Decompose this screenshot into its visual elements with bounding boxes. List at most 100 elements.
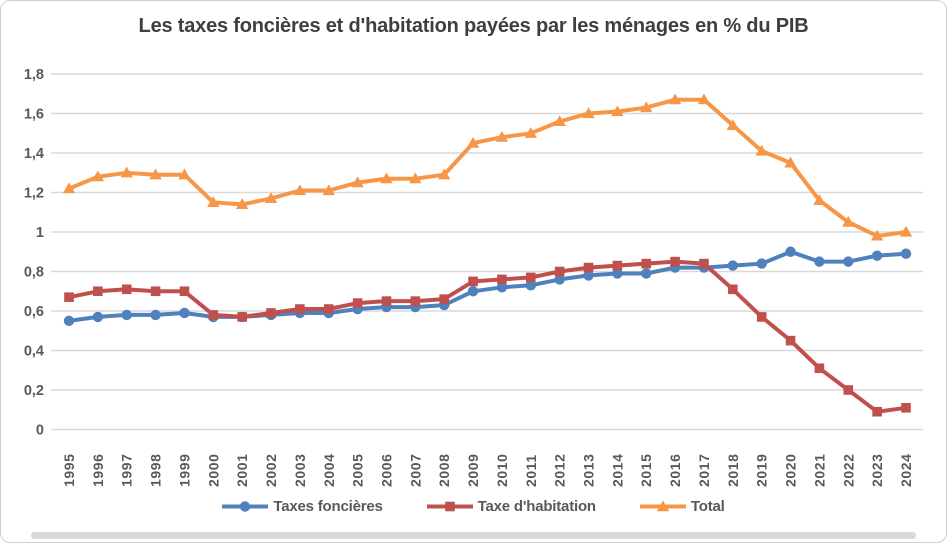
data-point-marker-taxes-foncieres xyxy=(121,309,132,321)
data-point-marker-taxe-d-habitation xyxy=(901,402,911,413)
data-point-marker-total xyxy=(380,172,393,184)
data-point-marker-taxes-foncieres xyxy=(814,256,825,267)
x-axis-tick-label: 2002 xyxy=(263,453,279,487)
x-axis-tick-label: 1997 xyxy=(119,453,135,487)
y-axis-tick-label: 1,6 xyxy=(24,107,44,123)
x-axis-tick-label: 1999 xyxy=(176,453,192,487)
data-point-marker-total xyxy=(784,156,797,168)
data-point-marker-taxe-d-habitation xyxy=(583,262,594,273)
data-point-marker-taxes-foncieres xyxy=(496,282,508,293)
data-point-marker-total xyxy=(322,184,335,196)
data-point-marker-taxe-d-habitation xyxy=(670,256,680,267)
horizontal-scrollbar[interactable] xyxy=(31,532,916,539)
data-point-marker-total xyxy=(842,215,855,227)
data-point-marker-total xyxy=(524,127,537,138)
data-point-marker-taxe-d-habitation xyxy=(728,284,738,295)
x-axis-tick-label: 2022 xyxy=(840,453,856,487)
x-axis-tick-label: 2001 xyxy=(234,453,250,487)
data-point-marker-taxe-d-habitation xyxy=(352,298,363,308)
x-axis-tick-label: 2010 xyxy=(494,453,510,487)
data-point-marker-total xyxy=(553,115,566,126)
series-line-total xyxy=(67,97,908,238)
data-point-marker-taxes-foncieres xyxy=(612,268,623,279)
x-axis-tick-label: 2018 xyxy=(725,453,741,487)
x-axis-tick-label: 2006 xyxy=(378,453,394,487)
legend-square-marker-icon xyxy=(426,501,473,512)
data-point-marker-total xyxy=(899,225,913,237)
x-axis-tick-label: 1998 xyxy=(148,453,164,487)
x-axis-tick-label: 2005 xyxy=(350,453,366,487)
data-point-marker-taxe-d-habitation xyxy=(814,363,825,374)
x-axis-tick-label: 2008 xyxy=(436,453,452,487)
data-point-marker-total xyxy=(91,170,105,182)
data-point-marker-taxes-foncieres xyxy=(179,307,190,319)
x-axis-tick-label: 2014 xyxy=(609,453,625,487)
x-axis-tick-label: 2004 xyxy=(321,453,337,487)
data-point-marker-taxe-d-habitation xyxy=(554,266,565,277)
x-axis-tick-label: 2016 xyxy=(667,453,683,487)
data-point-marker-taxes-foncieres xyxy=(467,286,479,297)
y-axis-tick-label: 0,4 xyxy=(24,344,44,360)
data-point-marker-taxe-d-habitation xyxy=(208,310,219,320)
legend-label-total: Total xyxy=(690,498,725,515)
data-point-marker-taxe-d-habitation xyxy=(843,385,854,395)
y-axis-tick-label: 0,2 xyxy=(24,383,44,399)
data-point-marker-taxe-d-habitation xyxy=(150,286,161,297)
data-point-marker-taxe-d-habitation xyxy=(237,312,247,322)
legend-item-taxes-foncieres: Taxes foncières xyxy=(222,498,383,515)
data-point-marker-taxe-d-habitation xyxy=(525,272,536,283)
data-point-marker-taxes-foncieres xyxy=(756,258,767,269)
data-point-marker-total xyxy=(293,184,307,196)
legend-label-taxe-d-habitation: Taxe d'habitation xyxy=(477,498,596,515)
data-point-marker-taxe-d-habitation xyxy=(121,284,132,295)
data-point-marker-taxe-d-habitation xyxy=(64,292,74,302)
data-point-marker-taxes-foncieres xyxy=(727,260,739,271)
data-point-marker-taxe-d-habitation xyxy=(295,304,305,314)
data-point-marker-taxe-d-habitation xyxy=(323,304,334,314)
data-point-marker-total xyxy=(178,168,191,180)
data-point-marker-taxes-foncieres xyxy=(843,256,854,267)
chart-plot-area: 0 0,2 0,4 0,6 0,8 1 1,2 1,4 1,6 1,8 1995 1996 1997 19… xyxy=(24,67,923,487)
data-point-marker-taxe-d-habitation xyxy=(872,406,882,417)
x-axis-tick-label: 2020 xyxy=(783,453,799,487)
data-point-marker-taxe-d-habitation xyxy=(93,286,103,297)
data-point-marker-taxe-d-habitation xyxy=(612,260,623,271)
data-point-marker-taxes-foncieres xyxy=(63,315,75,327)
data-point-marker-total xyxy=(726,119,740,130)
legend-label-taxes-foncieres: Taxes foncières xyxy=(273,498,383,515)
y-axis-tick-label: 1,4 xyxy=(24,146,44,162)
data-point-marker-total xyxy=(351,176,364,188)
data-point-marker-total xyxy=(668,93,682,105)
data-point-marker-total xyxy=(582,107,595,119)
data-point-marker-total xyxy=(870,229,884,241)
x-axis-tick-label: 2021 xyxy=(811,453,827,487)
data-point-marker-total xyxy=(207,196,220,207)
data-point-marker-taxes-foncieres xyxy=(525,280,536,291)
data-point-marker-taxes-foncieres xyxy=(92,311,104,323)
chart-legend: Taxes foncières Taxe d'habitation Total xyxy=(1,498,946,515)
x-axis-tick-label: 1996 xyxy=(90,453,106,487)
data-point-marker-total xyxy=(466,136,480,148)
data-point-marker-taxe-d-habitation xyxy=(179,286,190,297)
legend-circle-marker-icon xyxy=(222,501,269,512)
series-line-taxe-d-habitation xyxy=(67,259,908,414)
x-axis-tick-label: 2019 xyxy=(754,453,770,487)
data-point-marker-total xyxy=(149,168,162,180)
data-point-marker-taxe-d-habitation xyxy=(785,335,796,346)
data-point-marker-total xyxy=(611,105,624,117)
x-axis-tick-label: 2000 xyxy=(205,453,221,487)
data-point-marker-taxe-d-habitation xyxy=(266,308,276,318)
data-point-marker-taxe-d-habitation xyxy=(699,258,709,269)
x-axis-tick-label: 2011 xyxy=(523,454,539,487)
data-point-marker-total xyxy=(755,144,768,156)
x-axis-tick-label: 2009 xyxy=(465,453,481,487)
x-axis-tick-label: 2024 xyxy=(898,453,914,487)
x-axis-tick-label: 2012 xyxy=(552,453,568,487)
legend-item-total: Total xyxy=(639,498,725,515)
y-axis-tick-label: 1,2 xyxy=(24,186,44,202)
data-point-marker-taxe-d-habitation xyxy=(641,258,652,269)
data-point-marker-total xyxy=(495,131,509,142)
data-point-marker-taxe-d-habitation xyxy=(410,296,421,306)
data-point-marker-taxes-foncieres xyxy=(900,248,912,259)
